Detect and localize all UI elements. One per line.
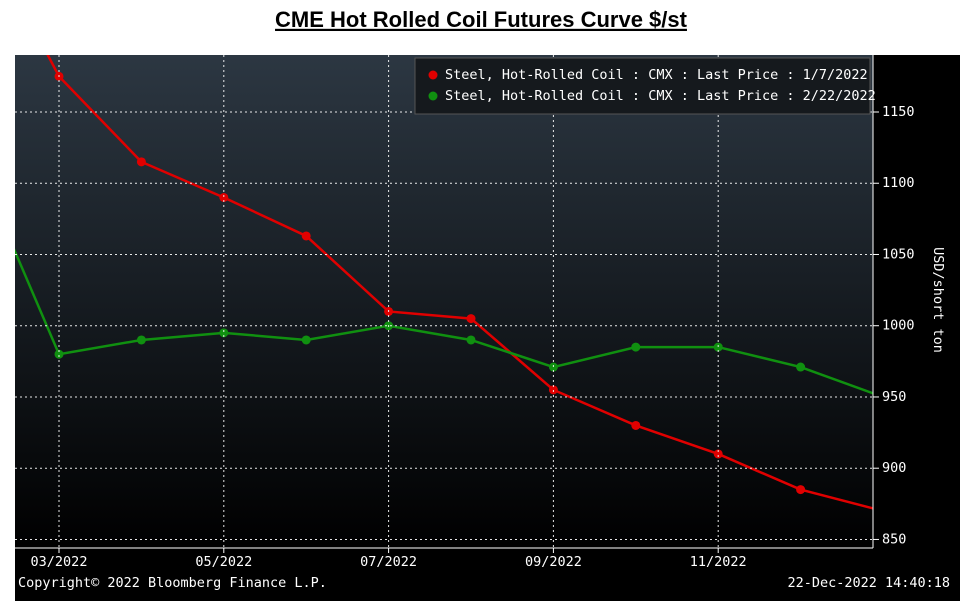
y-tick-label: 1150 (882, 104, 915, 120)
x-tick-label: 09/2022 (525, 554, 582, 570)
x-tick-label: 07/2022 (360, 554, 417, 570)
point (54, 349, 64, 359)
point (219, 328, 229, 338)
point (796, 362, 806, 372)
series-line (46, 55, 873, 510)
footer-right: 22-Dec-2022 14:40:18 (787, 575, 950, 591)
footer-left: Copyright© 2022 Bloomberg Finance L.P. (18, 575, 327, 591)
legend-marker (428, 91, 438, 101)
point (713, 342, 723, 352)
point (219, 192, 229, 202)
chart-title: CME Hot Rolled Coil Futures Curve $/st (275, 7, 688, 32)
plot (15, 55, 873, 510)
legend-label: Steel, Hot-Rolled Coil : CMX : Last Pric… (445, 67, 868, 83)
point (713, 449, 723, 459)
y-tick-label: 950 (882, 389, 906, 405)
point (301, 335, 311, 345)
series-line (15, 248, 873, 395)
point (548, 385, 558, 395)
point (301, 231, 311, 241)
x-tick-label: 05/2022 (195, 554, 252, 570)
point (466, 314, 476, 324)
x-tick-label: 03/2022 (31, 554, 88, 570)
x-tick-label: 11/2022 (690, 554, 747, 570)
plot-area (15, 55, 873, 548)
point (136, 335, 146, 345)
legend-box (414, 57, 871, 115)
point (631, 342, 641, 352)
point (796, 485, 806, 495)
y-tick-label: 850 (882, 531, 906, 547)
y-tick-label: 1000 (882, 318, 915, 334)
y-axis-label: USD/short ton (930, 247, 946, 353)
legend-label: Steel, Hot-Rolled Coil : CMX : Last Pric… (445, 88, 876, 104)
y-tick-label: 1050 (882, 246, 915, 262)
y-tick-label: 900 (882, 460, 906, 476)
point (136, 157, 146, 167)
point (631, 420, 641, 430)
point (548, 362, 558, 372)
y-tick-label: 1100 (882, 175, 915, 191)
point (466, 335, 476, 345)
legend-marker (428, 70, 438, 80)
